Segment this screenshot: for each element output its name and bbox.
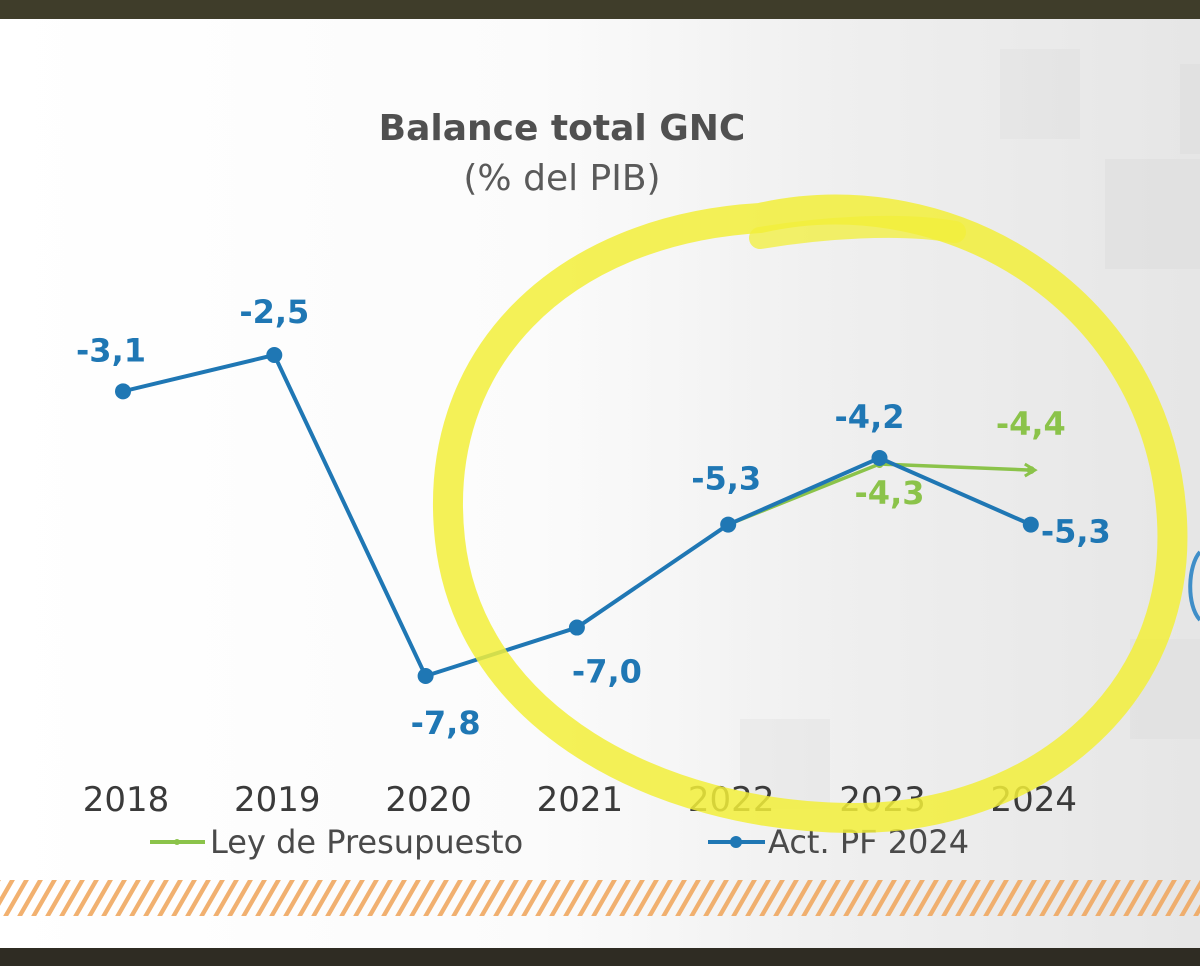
data-point-act-pf-2024-2018 — [115, 383, 131, 400]
chart-subtitle: (% del PIB) — [463, 158, 660, 199]
x-tick-label-2018: 2018 — [83, 780, 170, 820]
data-labels-layer: -4,3 -4,4 -3,1 -2,5 -7,8 -7,0 -5,3 -4,2 -5,3 — [76, 293, 1111, 742]
slide-panel: Balance total GNC (% del PIB) -4,3 -4,4 -3… — [0, 19, 1200, 948]
data-point-act-pf-2024-2022 — [720, 516, 737, 533]
data-label-act-pf-2024-2021: -7,0 — [572, 653, 642, 691]
data-label-act-pf-2024-2019: -2,5 — [239, 293, 309, 331]
x-tick-label-2021: 2021 — [537, 780, 624, 820]
highlight-circle-overlap-stroke — [749, 215, 966, 249]
legend-item-ley-de-presupuesto: Ley de Presupuesto — [150, 823, 523, 861]
data-label-act-pf-2024-2022: -5,3 — [691, 460, 761, 498]
legend-label-ley-de-presupuesto: Ley de Presupuesto — [210, 823, 523, 861]
data-label-ley-de-presupuesto-2023: -4,3 — [855, 474, 925, 512]
data-label-ley-de-presupuesto-2024: -4,4 — [996, 405, 1066, 443]
data-label-act-pf-2024-2024: -5,3 — [1041, 513, 1111, 551]
background-square — [1105, 159, 1200, 269]
data-point-act-pf-2024-2024 — [1022, 516, 1039, 533]
data-point-act-pf-2024-2019 — [266, 347, 283, 363]
edge-circle-decoration — [1188, 550, 1200, 622]
series-layer — [115, 347, 1039, 684]
legend: Ley de Presupuesto Act. PF 2024 — [150, 823, 969, 861]
top-border — [0, 0, 1200, 19]
bottom-hatch-band — [0, 880, 1200, 916]
chart-title: Balance total GNC — [379, 108, 746, 149]
line-chart: Balance total GNC (% del PIB) -4,3 -4,4 -3… — [0, 108, 1200, 916]
x-tick-label-2019: 2019 — [234, 780, 321, 820]
data-label-act-pf-2024-2018: -3,1 — [76, 331, 146, 369]
data-point-act-pf-2024-2020 — [417, 668, 434, 684]
legend-marker-ley-de-presupuesto — [174, 839, 180, 845]
legend-marker-act-pf-2024 — [730, 836, 742, 848]
x-tick-label-2020: 2020 — [385, 780, 472, 820]
data-point-act-pf-2024-2021 — [568, 619, 585, 636]
data-label-act-pf-2024-2020: -7,8 — [411, 704, 481, 742]
series-end-marker-ley-de-presupuesto — [1024, 462, 1038, 478]
highlight-circle-annotation — [433, 194, 1188, 834]
background-square — [1180, 64, 1200, 154]
bottom-border — [0, 948, 1200, 966]
background-square — [1000, 49, 1080, 139]
data-point-act-pf-2024-2023 — [871, 449, 888, 466]
data-label-act-pf-2024-2023: -4,2 — [835, 398, 905, 436]
